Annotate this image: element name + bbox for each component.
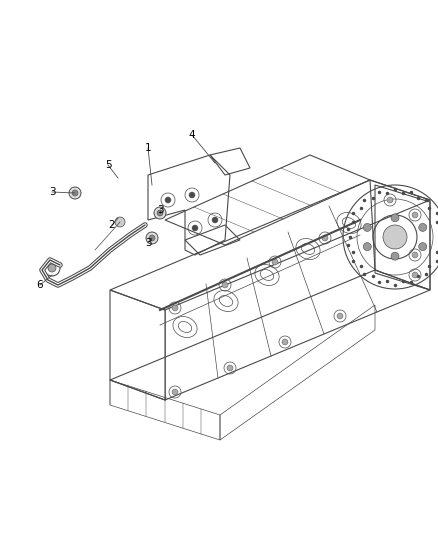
Circle shape bbox=[387, 197, 393, 203]
Text: 4: 4 bbox=[189, 130, 195, 140]
Circle shape bbox=[391, 214, 399, 222]
Circle shape bbox=[172, 389, 178, 395]
Text: 2: 2 bbox=[109, 220, 115, 230]
Text: 6: 6 bbox=[37, 280, 43, 290]
Circle shape bbox=[192, 225, 198, 231]
Circle shape bbox=[72, 190, 78, 196]
Circle shape bbox=[212, 217, 218, 223]
Circle shape bbox=[363, 223, 371, 231]
Circle shape bbox=[337, 313, 343, 319]
Circle shape bbox=[222, 282, 228, 288]
Circle shape bbox=[172, 305, 178, 311]
Text: 3: 3 bbox=[49, 187, 55, 197]
Circle shape bbox=[69, 187, 81, 199]
Circle shape bbox=[115, 217, 125, 227]
Circle shape bbox=[322, 235, 328, 241]
Circle shape bbox=[165, 197, 171, 203]
Circle shape bbox=[189, 192, 195, 198]
Circle shape bbox=[157, 210, 163, 216]
Circle shape bbox=[146, 232, 158, 244]
Circle shape bbox=[227, 365, 233, 371]
Circle shape bbox=[419, 243, 427, 251]
Circle shape bbox=[391, 252, 399, 260]
Text: 3: 3 bbox=[157, 205, 163, 215]
Circle shape bbox=[412, 252, 418, 258]
Circle shape bbox=[419, 223, 427, 231]
Circle shape bbox=[154, 207, 166, 219]
Circle shape bbox=[272, 259, 278, 265]
Circle shape bbox=[383, 225, 407, 249]
Circle shape bbox=[412, 212, 418, 218]
Circle shape bbox=[363, 243, 371, 251]
Circle shape bbox=[48, 264, 56, 272]
Circle shape bbox=[282, 339, 288, 345]
Circle shape bbox=[412, 272, 418, 278]
Text: 1: 1 bbox=[145, 143, 151, 153]
Text: 3: 3 bbox=[145, 238, 151, 248]
Circle shape bbox=[149, 235, 155, 241]
Text: 5: 5 bbox=[105, 160, 111, 170]
